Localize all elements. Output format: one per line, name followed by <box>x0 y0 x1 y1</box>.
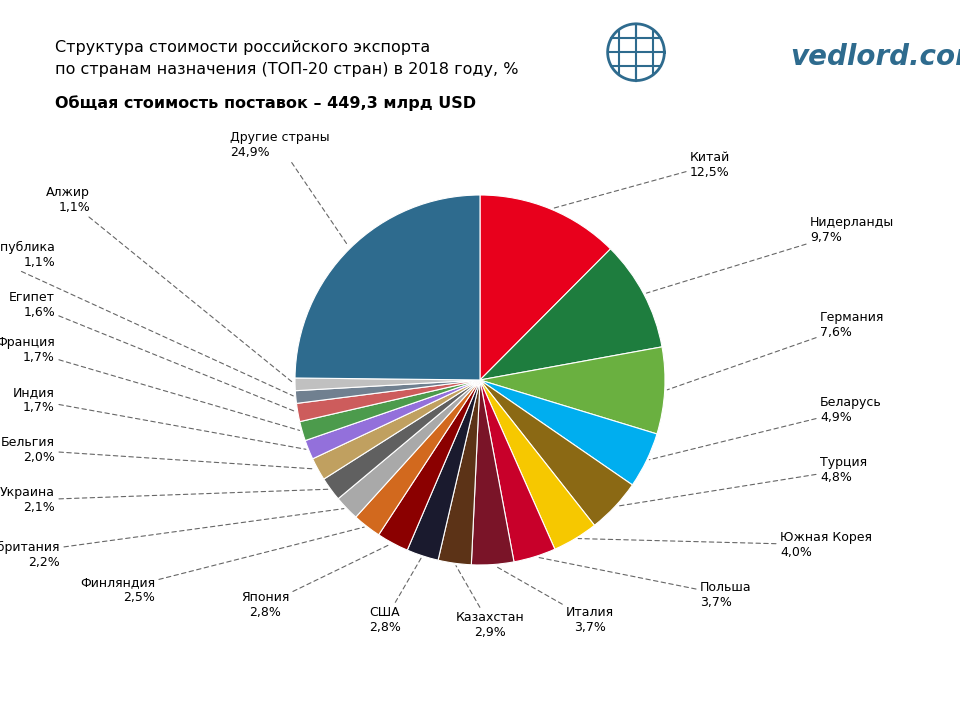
Wedge shape <box>378 380 480 550</box>
Wedge shape <box>297 380 480 422</box>
Text: Бельгия
2,0%: Бельгия 2,0% <box>1 436 315 469</box>
Wedge shape <box>480 249 662 380</box>
Wedge shape <box>480 380 594 549</box>
Wedge shape <box>295 195 480 380</box>
Text: Нидерланды
9,7%: Нидерланды 9,7% <box>646 216 895 293</box>
Text: Египет
1,6%: Египет 1,6% <box>9 291 296 412</box>
Wedge shape <box>480 380 633 526</box>
Text: США
2,8%: США 2,8% <box>369 558 421 634</box>
Wedge shape <box>480 380 555 562</box>
Text: Япония
2,8%: Япония 2,8% <box>241 544 390 619</box>
Text: Индия
1,7%: Индия 1,7% <box>13 386 306 449</box>
Text: Китай
12,5%: Китай 12,5% <box>553 151 731 208</box>
Text: vedlord.com: vedlord.com <box>790 43 960 71</box>
Wedge shape <box>356 380 480 535</box>
Wedge shape <box>480 347 665 434</box>
Wedge shape <box>480 195 611 380</box>
Text: Франция
1,7%: Франция 1,7% <box>0 336 300 431</box>
Wedge shape <box>338 380 480 517</box>
Text: Украина
2,1%: Украина 2,1% <box>0 486 328 514</box>
Text: Турция
4,8%: Турция 4,8% <box>617 456 867 506</box>
Text: Структура стоимости российского экспорта: Структура стоимости российского экспорта <box>55 40 430 55</box>
Text: Алжир
1,1%: Алжир 1,1% <box>46 186 293 382</box>
Text: Италия
3,7%: Италия 3,7% <box>495 566 614 634</box>
Wedge shape <box>300 380 480 441</box>
Text: Общая стоимость поставок – 449,3 млрд USD: Общая стоимость поставок – 449,3 млрд US… <box>55 95 476 111</box>
Wedge shape <box>438 380 480 564</box>
Text: Финляндия
2,5%: Финляндия 2,5% <box>80 527 364 604</box>
Text: Другие страны
24,9%: Другие страны 24,9% <box>230 131 348 246</box>
Text: Южная Корея
4,0%: Южная Корея 4,0% <box>578 531 872 559</box>
Wedge shape <box>313 380 480 479</box>
Wedge shape <box>407 380 480 560</box>
Wedge shape <box>324 380 480 499</box>
Text: Казахстан
2,9%: Казахстан 2,9% <box>456 566 524 639</box>
Wedge shape <box>295 378 480 391</box>
Text: по странам назначения (ТОП-20 стран) в 2018 году, %: по странам назначения (ТОП-20 стран) в 2… <box>55 62 518 77</box>
Wedge shape <box>471 380 514 565</box>
Wedge shape <box>296 380 480 403</box>
Wedge shape <box>305 380 480 459</box>
Wedge shape <box>480 380 657 485</box>
Text: Польша
3,7%: Польша 3,7% <box>538 557 752 609</box>
Text: Беларусь
4,9%: Беларусь 4,9% <box>649 396 881 459</box>
Text: Германия
7,6%: Германия 7,6% <box>667 311 884 390</box>
Text: Чешская Республика
1,1%: Чешская Республика 1,1% <box>0 241 293 396</box>
Text: Великобритания
2,2%: Великобритания 2,2% <box>0 508 344 569</box>
